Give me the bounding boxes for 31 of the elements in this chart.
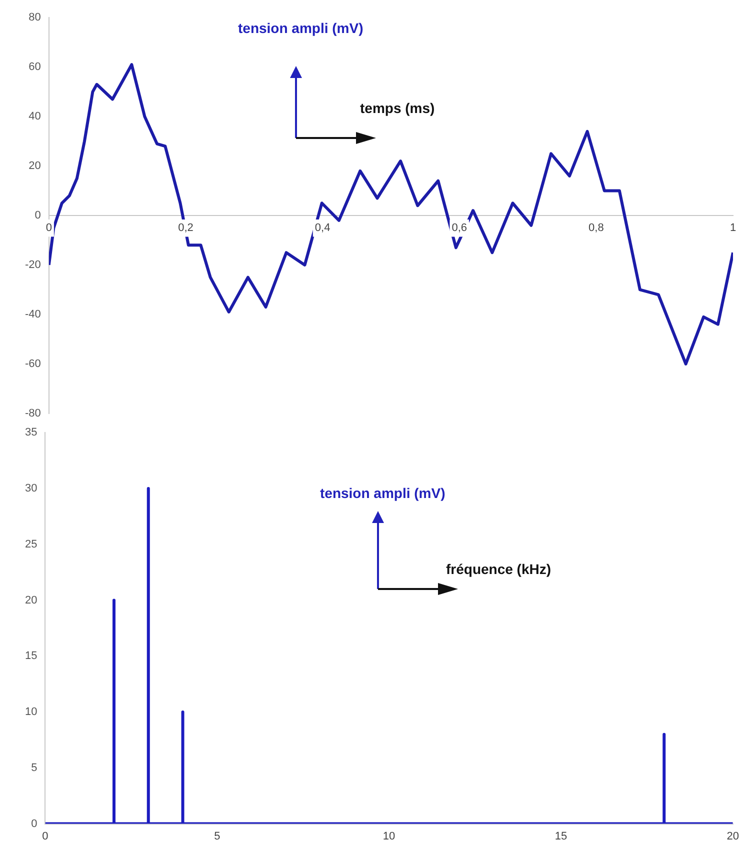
y-tick-label: 0 [34, 210, 41, 222]
y-axis-title: tension ampli (mV) [238, 20, 364, 36]
x-tick-label: 0 [46, 222, 52, 234]
x-tick-label: 15 [554, 830, 568, 842]
x-tick-label: 1 [730, 222, 736, 234]
x-axis-title: temps (ms) [360, 100, 435, 116]
x-tick-label: 5 [214, 830, 220, 842]
y-tick-label: 35 [24, 426, 38, 439]
x-tick-label: 0,6 [452, 222, 468, 234]
y-tick-label: -60 [24, 358, 41, 370]
y-tick-label: -80 [24, 407, 41, 420]
y-tick-label: 5 [31, 762, 38, 774]
y-tick-label: 60 [28, 61, 41, 74]
y-tick-label: -40 [24, 308, 41, 320]
x-tick-label: 0,2 [178, 222, 194, 234]
x-tick-label: 0,8 [588, 222, 604, 234]
y-tick-label: 25 [24, 538, 38, 550]
y-tick-label: 15 [24, 650, 38, 662]
x-tick-label: 0,4 [314, 222, 330, 234]
y-tick-label: 80 [28, 12, 41, 24]
y-tick-label: -20 [24, 259, 41, 272]
y-axis-title: tension ampli (mV) [320, 485, 446, 501]
y-tick-label: 30 [24, 482, 38, 495]
y-tick-label: 10 [24, 706, 38, 718]
y-tick-label: 0 [31, 818, 38, 830]
y-tick-label: 20 [28, 160, 41, 172]
x-tick-label: 20 [726, 830, 740, 842]
x-axis-title: fréquence (kHz) [446, 561, 552, 577]
x-tick-label: 10 [382, 830, 396, 842]
y-tick-label: 40 [28, 110, 41, 123]
y-tick-label: 20 [24, 594, 38, 606]
